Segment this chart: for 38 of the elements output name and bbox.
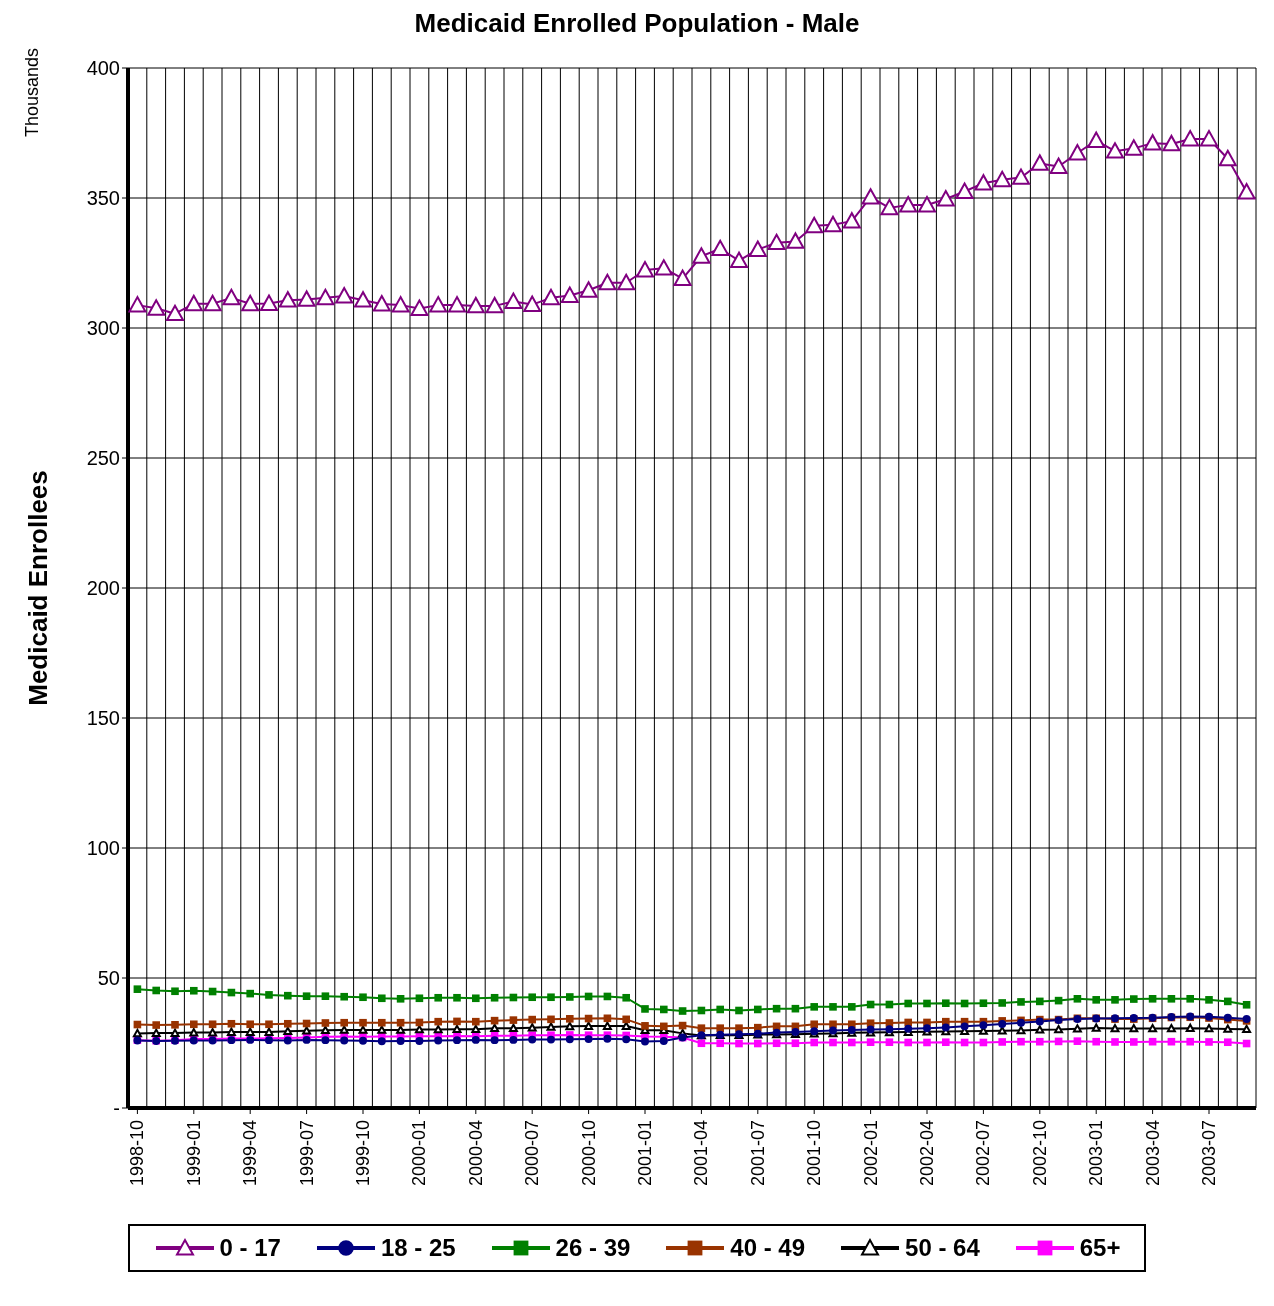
y-tick-label: 50 — [97, 967, 120, 990]
y-tick-label: 350 — [86, 187, 120, 210]
legend-label: 18 - 25 — [380, 1234, 456, 1262]
y-tick-label: 250 — [86, 447, 120, 470]
x-tick-label: 2001-04 — [691, 1120, 712, 1187]
y-tick-label: 300 — [86, 317, 120, 340]
text: Thousands — [22, 48, 43, 138]
legend-label: 26 - 39 — [555, 1234, 631, 1262]
y-axis-title: Medicaid Enrollees — [23, 470, 54, 706]
y-tick-label: 200 — [86, 577, 120, 600]
x-tick-label: 2003-01 — [1086, 1120, 1107, 1187]
x-tick-label: 2000-01 — [409, 1120, 430, 1187]
legend-label: 50 - 64 — [905, 1234, 980, 1262]
x-tick-label: 2002-04 — [917, 1120, 937, 1187]
chart-title: Medicaid Enrolled Population - Male — [413, 8, 861, 38]
x-tick-label: 2000-04 — [465, 1120, 486, 1187]
x-tick-label: 2001-10 — [804, 1120, 825, 1187]
y-tick-label: 150 — [86, 707, 120, 730]
y-tick-label: 100 — [86, 837, 120, 860]
x-tick-label: 1999-10 — [353, 1120, 373, 1187]
x-tick-label: 1999-04 — [240, 1120, 261, 1187]
x-tick-label: 2003-04 — [1142, 1120, 1163, 1187]
x-tick-label: 1999-01 — [183, 1120, 204, 1187]
y-tick-label: 400 — [86, 57, 120, 80]
x-tick-label: 2001-01 — [635, 1120, 655, 1187]
x-tick-label: 2000-07 — [522, 1120, 543, 1187]
legend-label: 40 - 49 — [730, 1234, 806, 1262]
legend-label: 65+ — [1079, 1234, 1121, 1262]
x-tick-label: 1999-07 — [296, 1120, 317, 1187]
x-tick-label: 2002-07 — [973, 1120, 994, 1187]
x-tick-label: 2003-07 — [1199, 1120, 1219, 1187]
x-tick-label: 2000-10 — [578, 1120, 599, 1187]
legend-label: 0 - 17 — [219, 1234, 281, 1262]
x-tick-label: 1998-10 — [127, 1120, 148, 1187]
x-tick-label: 2002-01 — [860, 1120, 881, 1187]
y-tick-label: - — [113, 1097, 120, 1120]
x-tick-label: 2001-07 — [747, 1120, 768, 1187]
x-tick-label: 2002-10 — [1029, 1120, 1050, 1187]
